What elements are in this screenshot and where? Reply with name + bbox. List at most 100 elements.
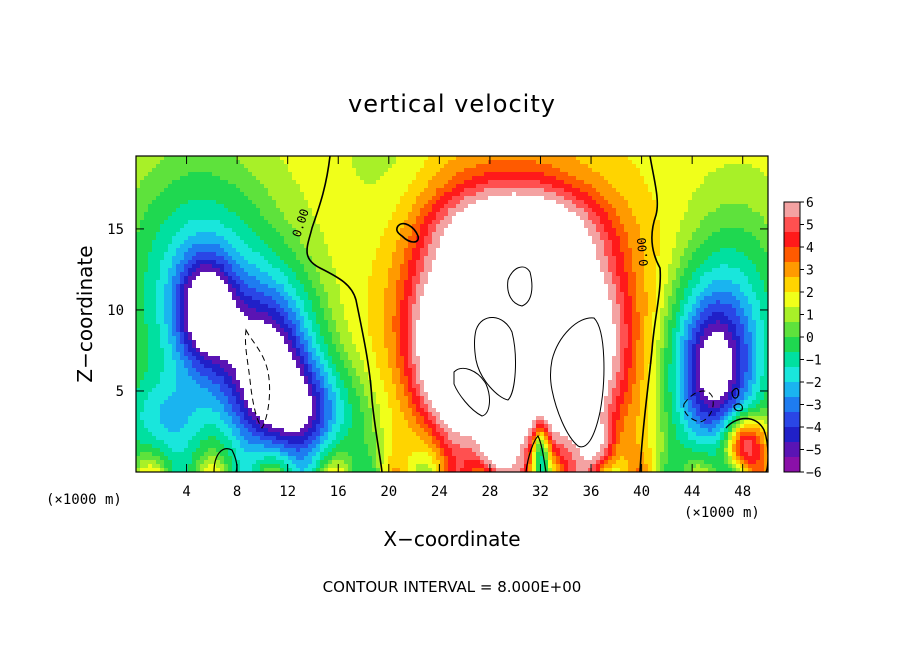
heatmap-cell [336,248,341,253]
heatmap-cell [736,236,741,241]
heatmap-cell [468,188,473,193]
heatmap-cell [592,196,597,201]
heatmap-cell [192,168,197,173]
heatmap-cell [444,168,449,173]
heatmap-cell [436,228,441,233]
heatmap-cell [552,248,557,253]
heatmap-cell [608,220,613,225]
heatmap-cell [220,280,225,285]
heatmap-cell [324,220,329,225]
heatmap-cell [228,272,233,277]
heatmap-cell [628,176,633,181]
heatmap-cell [376,216,381,221]
heatmap-cell [708,208,713,213]
heatmap-cell [392,248,397,253]
heatmap-cell [460,280,465,285]
heatmap-cell [312,256,317,261]
heatmap-cell [572,200,577,205]
heatmap-cell [260,212,265,217]
heatmap-cell [500,172,505,177]
heatmap-cell [336,176,341,181]
heatmap-cell [284,176,289,181]
heatmap-cell [728,248,733,253]
heatmap-cell [248,280,253,285]
heatmap-cell [764,228,768,233]
heatmap-cell [548,160,553,165]
heatmap-cell [264,212,269,217]
heatmap-cell [608,160,613,165]
heatmap-cell [540,156,545,161]
heatmap-cell [708,200,713,205]
heatmap-cell [480,220,485,225]
heatmap-cell [436,168,441,173]
heatmap-cell [144,244,149,249]
heatmap-cell [460,248,465,253]
heatmap-cell [192,180,197,185]
heatmap-cell [704,160,709,165]
heatmap-cell [320,240,325,245]
heatmap-cell [700,276,705,281]
heatmap-cell [388,200,393,205]
heatmap-cell [248,196,253,201]
heatmap-cell [460,208,465,213]
heatmap-cell [588,248,593,253]
heatmap-cell [160,228,165,233]
heatmap-cell [660,196,665,201]
heatmap-cell [136,240,141,245]
heatmap-cell [188,168,193,173]
heatmap-cell [160,256,165,261]
heatmap-cell [524,200,529,205]
heatmap-cell [316,164,321,169]
heatmap-cell [580,208,585,213]
heatmap-cell [548,204,553,209]
heatmap-cell [400,268,405,273]
heatmap-cell [692,260,697,265]
heatmap-cell [428,196,433,201]
heatmap-cell [536,276,541,281]
heatmap-cell [576,240,581,245]
heatmap-cell [380,164,385,169]
heatmap-cell [332,280,337,285]
heatmap-cell [192,208,197,213]
heatmap-cell [448,244,453,249]
heatmap-cell [472,240,477,245]
heatmap-cell [152,200,157,205]
heatmap-cell [680,160,685,165]
heatmap-cell [576,172,581,177]
heatmap-cell [612,224,617,229]
heatmap-cell [696,256,701,261]
heatmap-cell [540,164,545,169]
heatmap-cell [356,164,361,169]
heatmap-cell [480,176,485,181]
heatmap-cell [548,224,553,229]
heatmap-cell [616,156,621,161]
heatmap-cell [420,164,425,169]
heatmap-cell [144,212,149,217]
heatmap-cell [396,248,401,253]
heatmap-cell [636,272,641,277]
heatmap-cell [572,244,577,249]
heatmap-cell [156,228,161,233]
heatmap-cell [540,212,545,217]
heatmap-cell [184,276,189,281]
heatmap-cell [724,268,729,273]
heatmap-cell [592,200,597,205]
heatmap-cell [424,224,429,229]
heatmap-cell [288,224,293,229]
heatmap-cell [652,156,657,161]
heatmap-cell [376,164,381,169]
heatmap-cell [656,192,661,197]
heatmap-cell [476,228,481,233]
heatmap-cell [404,176,409,181]
heatmap-cell [740,236,745,241]
heatmap-cell [136,220,141,225]
heatmap-cell [424,252,429,257]
heatmap-cell [688,164,693,169]
heatmap-cell [188,212,193,217]
heatmap-cell [524,264,529,269]
heatmap-cell [316,184,321,189]
heatmap-cell [644,248,649,253]
heatmap-cell [496,268,501,273]
heatmap-cell [316,272,321,277]
heatmap-cell [152,196,157,201]
